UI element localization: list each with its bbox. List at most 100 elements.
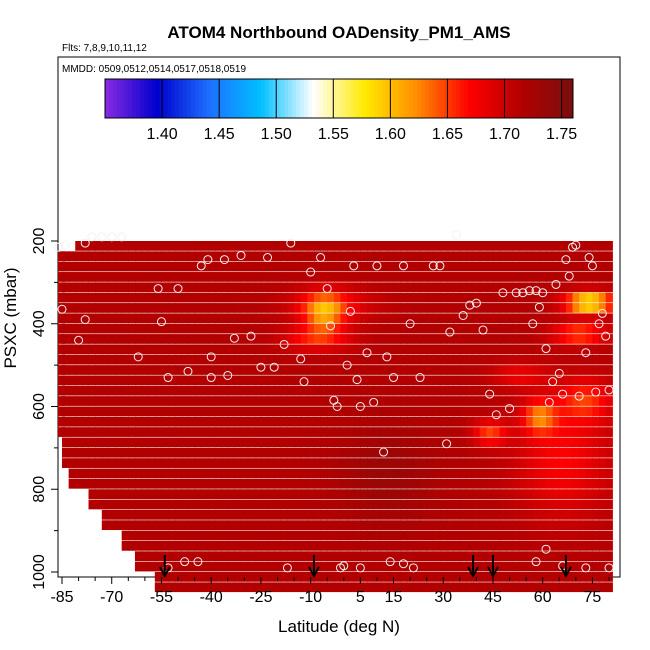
- heatmap-cell: [565, 509, 574, 520]
- colorbar-segment: [440, 79, 445, 118]
- heatmap-cell: [260, 261, 269, 272]
- heatmap-cell: [605, 334, 613, 344]
- heatmap-cell: [366, 561, 375, 572]
- heatmap-cell: [148, 530, 156, 541]
- heatmap-cell: [380, 416, 388, 427]
- heatmap-cell: [174, 406, 182, 417]
- heatmap-cell: [58, 354, 66, 365]
- heatmap-cell: [128, 292, 136, 303]
- heatmap-cell: [274, 509, 282, 520]
- heatmap-cell: [88, 468, 96, 479]
- colorbar-segment: [245, 79, 250, 118]
- sample-point: [352, 375, 362, 385]
- heatmap-cell: [433, 313, 441, 324]
- heatmap-cell: [499, 416, 507, 427]
- heatmap-cell: [559, 303, 567, 313]
- heatmap-cell: [565, 530, 574, 541]
- heatmap-cell: [453, 282, 461, 293]
- heatmap-cell: [347, 385, 355, 396]
- heatmap-cell: [559, 509, 567, 520]
- heatmap-cell: [141, 385, 149, 396]
- heatmap-cell: [313, 365, 322, 375]
- heatmap-cell: [307, 241, 315, 251]
- heatmap-cell: [214, 323, 222, 334]
- sample-point: [322, 284, 332, 294]
- heatmap-cell: [585, 458, 594, 468]
- heatmap-cell: [426, 530, 434, 541]
- heatmap-cell: [599, 292, 607, 303]
- sample-point: [97, 232, 107, 242]
- heatmap-cell: [559, 437, 567, 448]
- heatmap-cell: [101, 282, 110, 293]
- heatmap-cell: [413, 323, 421, 334]
- heatmap-cell: [300, 551, 308, 562]
- heatmap-cell: [134, 272, 143, 282]
- colorbar-segment: [147, 79, 153, 118]
- heatmap-cell: [333, 468, 342, 479]
- flight-arrow: [308, 555, 320, 579]
- heatmap-cell: [221, 344, 229, 355]
- heatmap-cell: [307, 354, 315, 365]
- heatmap-cell: [221, 458, 229, 468]
- heatmap-cell: [559, 551, 567, 562]
- heatmap-cell: [148, 427, 156, 437]
- heatmap-cell: [234, 375, 242, 386]
- heatmap-cell: [128, 509, 136, 520]
- heatmap-cell: [585, 292, 594, 303]
- colorbar-segment: [186, 79, 192, 118]
- heatmap-cell: [406, 313, 415, 324]
- sample-point: [442, 439, 452, 449]
- heatmap-cell: [95, 365, 103, 375]
- heatmap-cell: [506, 551, 514, 562]
- heatmap-cell: [221, 427, 229, 437]
- heatmap-cell: [353, 292, 361, 303]
- heatmap-cell: [486, 572, 494, 582]
- colorbar-segment: [475, 79, 480, 118]
- heatmap-cell: [420, 396, 428, 406]
- colorbar-segment: [288, 79, 293, 118]
- heatmap-cell: [141, 489, 149, 499]
- heatmap-cell: [115, 344, 123, 355]
- heatmap-cell: [287, 437, 295, 448]
- heatmap-cell: [75, 427, 83, 437]
- heatmap-cell: [62, 354, 70, 365]
- heatmap-cell: [128, 520, 136, 531]
- heatmap-cell: [194, 354, 202, 365]
- heatmap-cell: [313, 540, 322, 551]
- heatmap-cell: [366, 396, 375, 406]
- heatmap-cell: [406, 303, 415, 313]
- heatmap-cell: [121, 313, 129, 324]
- heatmap-cell: [479, 313, 487, 324]
- heatmap-cell: [599, 561, 607, 572]
- heatmap-cell: [426, 396, 434, 406]
- heatmap-cell: [366, 447, 375, 458]
- heatmap-cell: [227, 561, 235, 572]
- heatmap-cell: [400, 489, 408, 499]
- sample-point: [256, 362, 266, 372]
- heatmap-cell: [115, 520, 123, 531]
- heatmap-cell: [227, 530, 235, 541]
- heatmap-cell: [95, 344, 103, 355]
- dates-label: MMDD: 0509,0512,0514,0517,0518,0519: [62, 64, 246, 75]
- x-tick-label: 60: [534, 589, 552, 606]
- heatmap-cell: [101, 375, 110, 386]
- heatmap-cell: [254, 520, 262, 531]
- heatmap-cell: [406, 499, 415, 510]
- heatmap-cell: [559, 406, 567, 417]
- heatmap-cell: [512, 344, 521, 355]
- heatmap-cell: [121, 406, 129, 417]
- heatmap-cell: [287, 499, 295, 510]
- heatmap-cell: [221, 385, 229, 396]
- heatmap-cell: [214, 561, 222, 572]
- heatmap-cell: [101, 478, 110, 489]
- heatmap-cell: [247, 385, 255, 396]
- heatmap-cell: [75, 406, 83, 417]
- colorbar-segment: [155, 79, 161, 118]
- heatmap-cell: [446, 468, 454, 479]
- heatmap-cell: [386, 292, 395, 303]
- heatmap-cell: [506, 447, 514, 458]
- heatmap-cell: [572, 406, 580, 417]
- heatmap-cell: [68, 406, 76, 417]
- heatmap-cell: [287, 520, 295, 531]
